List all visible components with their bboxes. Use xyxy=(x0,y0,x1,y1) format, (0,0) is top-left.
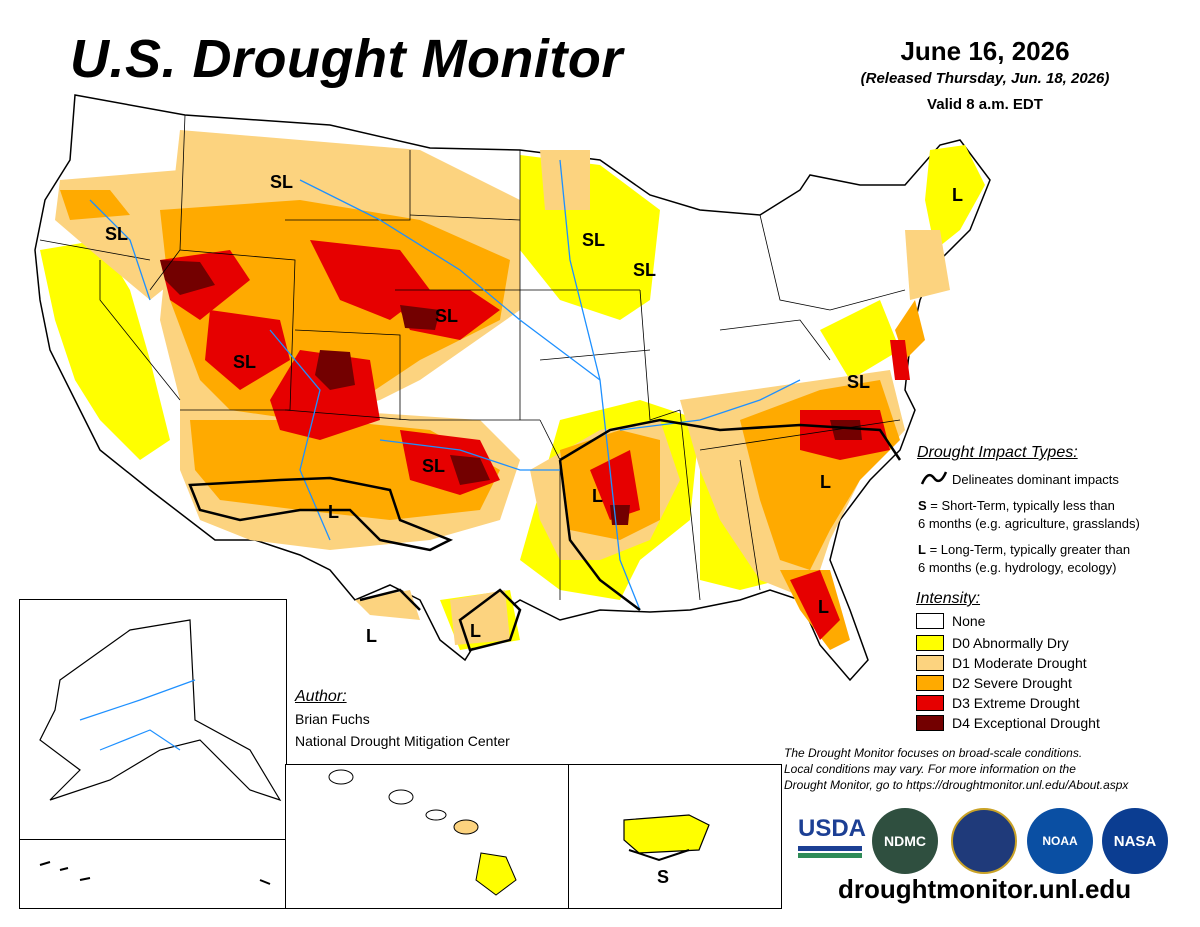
nasa-logo-text: NASA xyxy=(1113,832,1157,850)
noaa-logo-text: NOAA xyxy=(1042,834,1078,848)
ndmc-logo-text: NDMC xyxy=(884,833,926,849)
label-l-arkansas: L xyxy=(592,486,603,506)
label-l-southtexas: L xyxy=(470,621,481,641)
usda-logo-text: USDA xyxy=(798,815,867,842)
map-date: June 16, 2026 xyxy=(900,36,1070,66)
legend-d0-label: D0 Abnormally Dry xyxy=(952,635,1069,651)
rivers xyxy=(89,159,801,611)
disclaimer-note: The Drought Monitor focuses on broad-sca… xyxy=(784,745,1164,793)
aleutians-map xyxy=(39,861,271,885)
website-url[interactable]: droughtmonitor.unl.edu xyxy=(838,874,1132,904)
state-borders xyxy=(39,114,906,601)
note-line-2: Local conditions may vary. For more info… xyxy=(784,762,1076,776)
label-sl-minnesota: SL xyxy=(582,230,605,250)
alaska-map xyxy=(39,619,282,802)
swatch-d3 xyxy=(916,695,944,711)
label-sl-virginia: SL xyxy=(847,372,870,392)
impact-boundaries xyxy=(188,418,902,652)
label-l-maine: L xyxy=(952,185,963,205)
impact-line-icon xyxy=(920,471,948,485)
impact-l-letter: L xyxy=(918,542,926,557)
legend-none: None xyxy=(916,612,985,630)
note-line-1: The Drought Monitor focuses on broad-sca… xyxy=(784,746,1083,760)
legend-none-label: None xyxy=(952,613,986,629)
nasa-logo: NASA xyxy=(1102,808,1168,874)
impact-s-desc-1: = Short-Term, typically less than xyxy=(926,498,1115,513)
label-sl-utah: SL xyxy=(233,352,256,372)
swatch-none xyxy=(916,613,944,629)
legend-d1: D1 Moderate Drought xyxy=(916,654,1087,672)
impact-l-desc-2: 6 months (e.g. hydrology, ecology) xyxy=(918,560,1117,575)
legend-d4-label: D4 Exceptional Drought xyxy=(952,715,1100,731)
author-heading: Author: xyxy=(295,688,347,705)
swatch-d1 xyxy=(916,655,944,671)
swatch-d2 xyxy=(916,675,944,691)
label-l-carolina: L xyxy=(820,472,831,492)
aleutians-inset xyxy=(19,839,287,909)
map-title: U.S. Drought Monitor xyxy=(70,29,623,89)
author-organization: National Drought Mitigation Center xyxy=(295,733,510,749)
legend-d3-label: D3 Extreme Drought xyxy=(952,695,1080,711)
impact-long-term: L = Long-Term, typically greater than xyxy=(918,542,1130,557)
label-sl-oklahoma: SL xyxy=(422,456,445,476)
swatch-d0 xyxy=(916,635,944,651)
author-name: Brian Fuchs xyxy=(295,711,370,727)
legend-d0: D0 Abnormally Dry xyxy=(916,634,1069,652)
alaska-inset xyxy=(19,599,287,841)
usda-logo: USDA xyxy=(798,815,867,865)
label-l-westtexas: L xyxy=(366,626,377,646)
label-l-newmexico: L xyxy=(328,502,339,522)
commerce-logo xyxy=(951,808,1017,874)
legend-d4: D4 Exceptional Drought xyxy=(916,714,1100,732)
label-s-puertorico: S xyxy=(657,867,669,887)
label-sl-montana: SL xyxy=(270,172,293,192)
impact-s-letter: S xyxy=(918,498,927,513)
legend-d1-label: D1 Moderate Drought xyxy=(952,655,1087,671)
legend-d2: D2 Severe Drought xyxy=(916,674,1072,692)
label-sl-oregon: SL xyxy=(105,224,128,244)
legend-d3: D3 Extreme Drought xyxy=(916,694,1080,712)
impact-s-desc-2: 6 months (e.g. agriculture, grasslands) xyxy=(918,516,1140,531)
valid-time: Valid 8 a.m. EDT xyxy=(927,96,1043,113)
hawaii-map xyxy=(328,769,517,896)
impact-l-desc-1: = Long-Term, typically greater than xyxy=(925,542,1131,557)
label-l-florida: L xyxy=(818,597,829,617)
impact-types-heading: Drought Impact Types: xyxy=(917,444,1078,461)
note-line-3: Drought Monitor, go to https://droughtmo… xyxy=(784,778,1129,792)
release-date: (Released Thursday, Jun. 18, 2026) xyxy=(860,70,1110,87)
noaa-logo: NOAA xyxy=(1027,808,1093,874)
impact-short-term: S = Short-Term, typically less than xyxy=(918,498,1115,513)
legend-d2-label: D2 Severe Drought xyxy=(952,675,1072,691)
hawaii-inset xyxy=(285,764,570,909)
intensity-heading: Intensity: xyxy=(916,590,981,607)
puertorico-inset: S xyxy=(568,764,782,909)
ndmc-logo: NDMC xyxy=(872,808,938,874)
label-sl-wisconsin: SL xyxy=(633,260,656,280)
puertorico-map: S xyxy=(623,814,710,887)
label-sl-nebraska: SL xyxy=(435,306,458,326)
swatch-d4 xyxy=(916,715,944,731)
impact-line-desc: Delineates dominant impacts xyxy=(952,472,1119,487)
